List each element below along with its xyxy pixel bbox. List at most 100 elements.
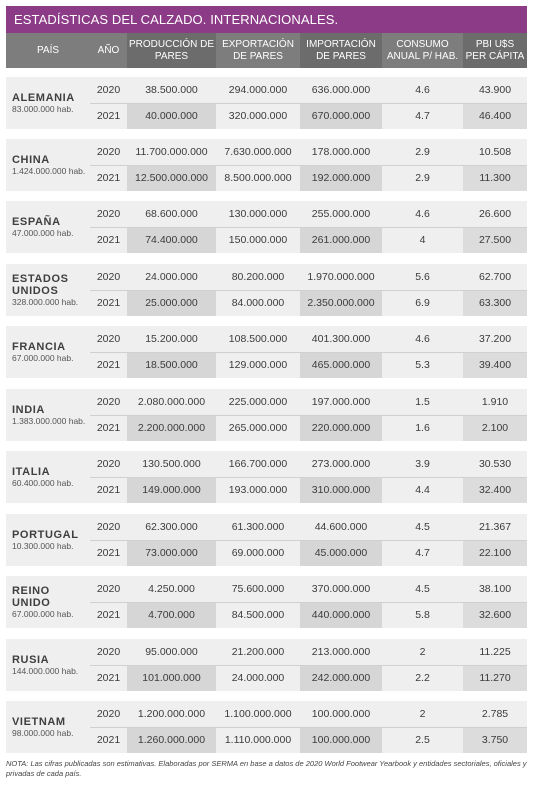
header-consumo: CONSUMO ANUAL P/ HAB. [382, 33, 463, 68]
cell-prod: 4.700.000 [127, 602, 216, 628]
footnote: NOTA: Las cifras publicadas son estimati… [6, 759, 527, 778]
country-group: ESTADOS UNIDOS 328.000.000 hab. 2020 24.000… [6, 264, 527, 316]
country-name: VIETNAM [12, 715, 66, 728]
cell-cons: 3.9 [382, 451, 463, 477]
cell-year: 2021 [90, 227, 127, 253]
cell-year: 2021 [90, 665, 127, 691]
cell-exp: 84.000.000 [216, 290, 300, 316]
cell-imp: 261.000.000 [300, 227, 382, 253]
cell-exp: 150.000.000 [216, 227, 300, 253]
cell-prod: 38.500.000 [127, 77, 216, 103]
cell-prod: 2.080.000.000 [127, 389, 216, 415]
header-exportacion: EXPORTACIÓN DE PARES [216, 33, 300, 68]
cell-pbi: 38.100 [463, 576, 527, 602]
cell-exp: 130.000.000 [216, 201, 300, 227]
cell-imp: 197.000.000 [300, 389, 382, 415]
country-population: 10.300.000 hab. [12, 540, 74, 551]
cell-pbi: 32.600 [463, 602, 527, 628]
country-population: 47.000.000 hab. [12, 227, 74, 238]
cell-pbi: 11.300 [463, 165, 527, 191]
cell-exp: 1.110.000.000 [216, 727, 300, 753]
cell-year: 2020 [90, 264, 127, 290]
country-group: PORTUGAL 10.300.000 hab. 2020 62.300.000 61.… [6, 514, 527, 566]
country-cell: REINO UNIDO 67.000.000 hab. [6, 576, 90, 628]
cell-imp: 370.000.000 [300, 576, 382, 602]
cell-exp: 80.200.000 [216, 264, 300, 290]
cell-pbi: 10.508 [463, 139, 527, 165]
cell-cons: 4.6 [382, 77, 463, 103]
country-name: PORTUGAL [12, 528, 79, 541]
cell-imp: 401.300.000 [300, 326, 382, 352]
country-population: 1.383.000.000 hab. [12, 415, 86, 426]
country-cell: FRANCIA 67.000.000 hab. [6, 326, 90, 378]
row-divider [90, 352, 527, 353]
cell-pbi: 2.100 [463, 415, 527, 441]
cell-exp: 61.300.000 [216, 514, 300, 540]
cell-exp: 75.600.000 [216, 576, 300, 602]
cell-imp: 310.000.000 [300, 477, 382, 503]
country-group: REINO UNIDO 67.000.000 hab. 2020 4.250.000 7… [6, 576, 527, 628]
cell-imp: 670.000.000 [300, 103, 382, 129]
cell-pbi: 62.700 [463, 264, 527, 290]
cell-prod: 40.000.000 [127, 103, 216, 129]
row-divider [90, 290, 527, 291]
cell-exp: 7.630.000.000 [216, 139, 300, 165]
cell-exp: 69.000.000 [216, 540, 300, 566]
country-name: CHINA [12, 153, 50, 166]
cell-prod: 62.300.000 [127, 514, 216, 540]
cell-prod: 74.400.000 [127, 227, 216, 253]
cell-year: 2021 [90, 103, 127, 129]
country-group: INDIA 1.383.000.000 hab. 2020 2.080.000.000… [6, 389, 527, 441]
cell-imp: 192.000.000 [300, 165, 382, 191]
cell-prod: 1.200.000.000 [127, 701, 216, 727]
cell-pbi: 11.270 [463, 665, 527, 691]
cell-pbi: 26.600 [463, 201, 527, 227]
country-name: ESPAÑA [12, 215, 61, 228]
country-group: ALEMANIA 83.000.000 hab. 2020 38.500.000 294… [6, 77, 527, 129]
country-name: FRANCIA [12, 340, 66, 353]
cell-prod: 11.700.000.000 [127, 139, 216, 165]
cell-prod: 73.000.000 [127, 540, 216, 566]
country-population: 144.000.000 hab. [12, 665, 79, 676]
cell-imp: 255.000.000 [300, 201, 382, 227]
cell-prod: 15.200.000 [127, 326, 216, 352]
cell-imp: 45.000.000 [300, 540, 382, 566]
country-name: REINO UNIDO [12, 584, 51, 609]
cell-prod: 101.000.000 [127, 665, 216, 691]
cell-year: 2020 [90, 451, 127, 477]
cell-cons: 2.2 [382, 665, 463, 691]
country-name: INDIA [12, 403, 45, 416]
cell-cons: 6.9 [382, 290, 463, 316]
country-population: 60.400.000 hab. [12, 477, 74, 488]
cell-pbi: 37.200 [463, 326, 527, 352]
cell-pbi: 43.900 [463, 77, 527, 103]
cell-pbi: 27.500 [463, 227, 527, 253]
cell-cons: 4.6 [382, 326, 463, 352]
cell-imp: 220.000.000 [300, 415, 382, 441]
country-population: 83.000.000 hab. [12, 103, 74, 114]
cell-exp: 166.700.000 [216, 451, 300, 477]
cell-cons: 2.9 [382, 165, 463, 191]
cell-imp: 2.350.000.000 [300, 290, 382, 316]
country-cell: VIETNAM 98.000.000 hab. [6, 701, 90, 753]
row-divider [90, 227, 527, 228]
cell-cons: 4 [382, 227, 463, 253]
cell-imp: 273.000.000 [300, 451, 382, 477]
country-name: ESTADOS UNIDOS [12, 272, 69, 297]
cell-pbi: 2.785 [463, 701, 527, 727]
cell-prod: 24.000.000 [127, 264, 216, 290]
country-cell: ITALIA 60.400.000 hab. [6, 451, 90, 503]
cell-imp: 100.000.000 [300, 701, 382, 727]
country-cell: ESPAÑA 47.000.000 hab. [6, 201, 90, 253]
cell-prod: 130.500.000 [127, 451, 216, 477]
cell-imp: 100.000.000 [300, 727, 382, 753]
country-group: ESPAÑA 47.000.000 hab. 2020 68.600.000 130.0… [6, 201, 527, 253]
cell-year: 2021 [90, 477, 127, 503]
country-cell: PORTUGAL 10.300.000 hab. [6, 514, 90, 566]
cell-year: 2020 [90, 77, 127, 103]
country-group: RUSIA 144.000.000 hab. 2020 95.000.000 21.20… [6, 639, 527, 691]
cell-year: 2021 [90, 165, 127, 191]
country-group: CHINA 1.424.000.000 hab. 2020 11.700.000.00… [6, 139, 527, 191]
country-cell: INDIA 1.383.000.000 hab. [6, 389, 90, 441]
cell-year: 2020 [90, 576, 127, 602]
